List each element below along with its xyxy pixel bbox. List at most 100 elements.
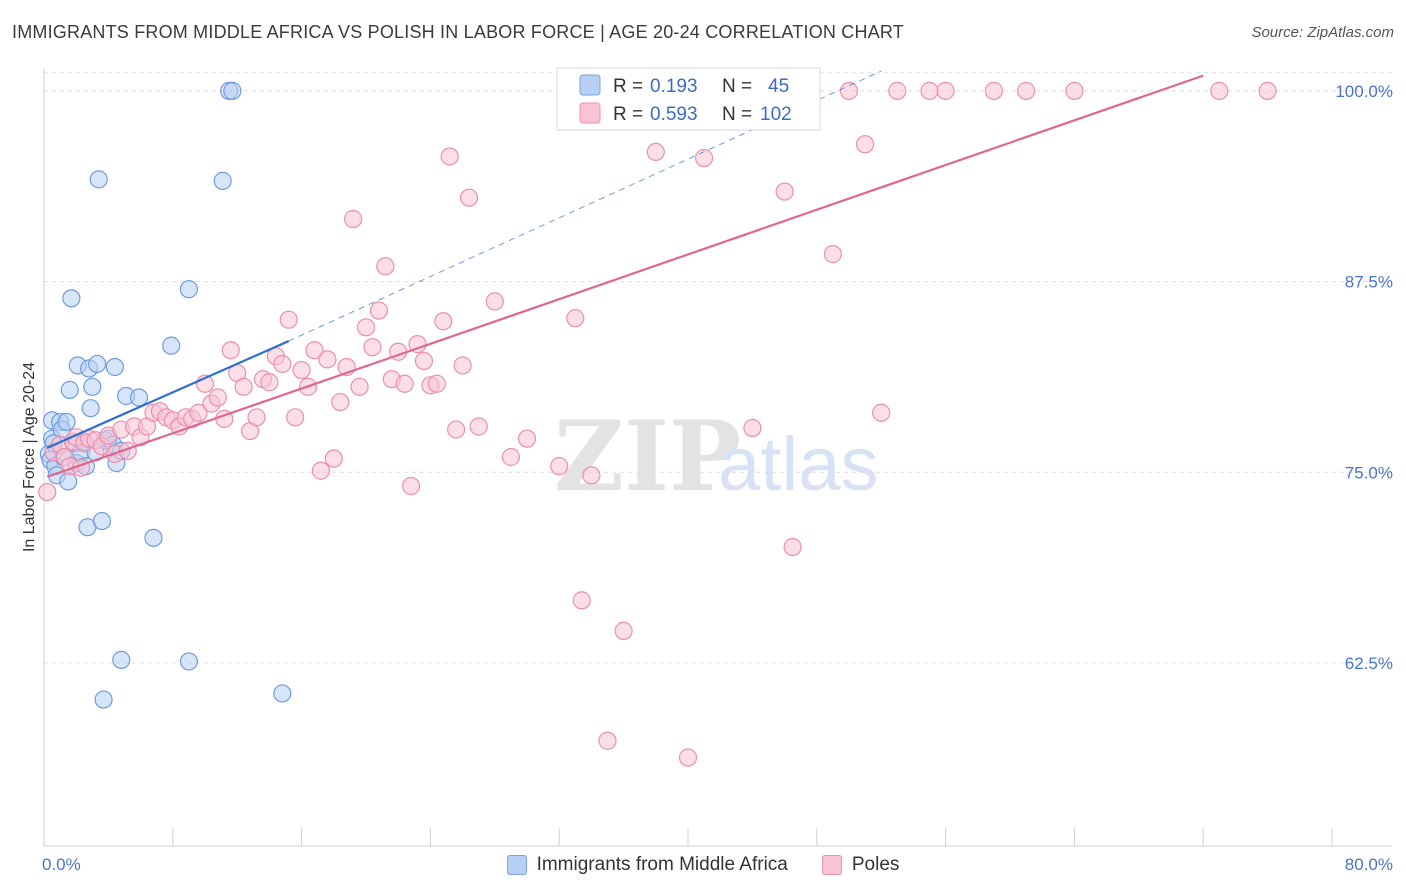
- poles-point-29: [208, 388, 227, 407]
- poles-point-67: [453, 356, 472, 375]
- poles-point-44: [305, 341, 324, 360]
- legend-n-label-2: N =: [722, 104, 752, 125]
- x-tick-label-0: 0.0%: [42, 855, 81, 874]
- poles-point-96: [1016, 81, 1036, 100]
- poles-point-39: [273, 354, 292, 374]
- y-tick-label-2: 87.5%: [1345, 273, 1393, 292]
- gridlines: [44, 72, 1392, 664]
- poles-point-95: [984, 81, 1004, 100]
- y-tick-label-0: 62.5%: [1345, 654, 1393, 673]
- legend-n-label-1: N =: [722, 76, 752, 97]
- middle-africa-point-37: [162, 336, 181, 355]
- poles-point-91: [872, 403, 891, 422]
- poles-point-84: [743, 418, 762, 438]
- legend-r-label-1: R =: [613, 76, 643, 97]
- watermark-atlas: atlas: [718, 422, 879, 507]
- correlation-legend: R = 0.193 N = 45 R = 0.593 N = 102: [556, 67, 821, 131]
- x-tick-labels: 0.0% 80.0%: [42, 855, 1393, 874]
- legend-box-frame: [556, 67, 821, 131]
- middle-africa-point-11: [59, 472, 78, 491]
- poles-point-71: [501, 447, 520, 467]
- poles-point-76: [582, 466, 601, 485]
- poles-point-73: [550, 457, 569, 476]
- middle-africa-point-26: [89, 170, 108, 189]
- poles-point-46: [318, 350, 337, 369]
- legend-r-value-1: 0.193: [650, 76, 698, 97]
- bottom-legend: Immigrants from Middle Africa Poles: [0, 850, 1406, 880]
- poles-point-53: [363, 338, 382, 357]
- middle-africa-point-27: [92, 511, 112, 531]
- middle-africa-point-23: [83, 377, 102, 396]
- legend-label-poles: Poles: [851, 854, 900, 875]
- poles-point-93: [920, 81, 939, 100]
- poles-point-72: [517, 429, 537, 448]
- poles-point-61: [414, 351, 434, 370]
- poles-point-52: [356, 318, 376, 337]
- middle-africa-point-45: [273, 684, 292, 703]
- y-axis-title: In Labor Force | Age 20-24: [21, 362, 38, 552]
- legend-r-label-2: R =: [613, 104, 643, 125]
- poles-point-65: [440, 147, 459, 166]
- poles-point-80: [646, 142, 665, 162]
- legend-swatch-blue: [579, 74, 601, 96]
- poles-point-77: [598, 731, 617, 750]
- poles-point-40: [279, 310, 298, 329]
- poles-point-78: [614, 621, 633, 641]
- poles-point-94: [936, 81, 955, 100]
- middle-africa-point-36: [144, 528, 163, 547]
- middle-africa-point-31: [105, 357, 124, 377]
- poles-point-97: [1065, 81, 1084, 100]
- poles-point-35: [247, 408, 266, 427]
- poles-point-85: [775, 182, 794, 201]
- legend-swatch-pink: [579, 102, 601, 124]
- legend-n-value-1: 45: [768, 76, 789, 97]
- poles-point-70: [485, 292, 504, 311]
- poles-point-74: [566, 309, 585, 328]
- x-tick-label-1: 80.0%: [1345, 855, 1393, 874]
- poles-point-41: [286, 408, 305, 427]
- poles-point-86: [783, 537, 802, 557]
- legend-label-middle-africa: Immigrants from Middle Africa: [536, 854, 788, 875]
- chart-title: IMMIGRANTS FROM MIDDLE AFRICA VS POLISH …: [12, 22, 904, 42]
- middle-africa-point-13: [62, 289, 81, 308]
- watermark: ZIP atlas: [554, 400, 879, 513]
- source-credit: Source: ZipAtlas.com: [1251, 24, 1394, 41]
- trendline-middle-africa: [46, 340, 290, 449]
- poles-point-45: [311, 461, 331, 480]
- poles-point-42: [292, 360, 311, 380]
- poles-point-33: [234, 377, 253, 396]
- middle-africa-point-42: [112, 650, 131, 669]
- legend-item-poles[interactable]: Poles: [821, 854, 900, 876]
- poles-point-60: [408, 335, 427, 354]
- y-tick-label-1: 75.0%: [1345, 463, 1393, 482]
- middle-africa-point-38: [179, 280, 198, 299]
- poles-point-31: [221, 341, 240, 360]
- poles-point-26: [189, 403, 208, 422]
- middle-africa-point-22: [81, 399, 100, 418]
- middle-africa-point-44: [94, 690, 113, 709]
- poles-point-37: [260, 373, 279, 392]
- poles-point-75: [572, 591, 591, 610]
- poles-point-99: [1258, 81, 1277, 100]
- middle-africa-point-39: [213, 171, 232, 190]
- poles-point-50: [344, 209, 363, 229]
- poles-point-55: [376, 257, 395, 276]
- poles-point-92: [888, 81, 907, 100]
- poles-point-63: [427, 374, 446, 393]
- legend-swatch-poles: [821, 855, 842, 875]
- middle-africa-point-41: [223, 81, 242, 100]
- middle-africa-point-25: [88, 354, 107, 374]
- poles-point-58: [395, 374, 414, 393]
- middle-africa-point-10: [57, 412, 76, 432]
- poles-point-68: [459, 188, 479, 207]
- trendline-poles: [46, 74, 1204, 478]
- poles-point-89: [839, 81, 859, 100]
- legend-swatch-middle-africa: [506, 855, 527, 875]
- legend-item-middle-africa[interactable]: Immigrants from Middle Africa: [506, 854, 788, 876]
- poles-point-0: [38, 482, 57, 502]
- watermark-zip: ZIP: [554, 400, 741, 513]
- middle-africa-point-12: [60, 380, 79, 399]
- poles-point-51: [350, 377, 369, 396]
- y-tick-label-3: 100.0%: [1335, 82, 1393, 101]
